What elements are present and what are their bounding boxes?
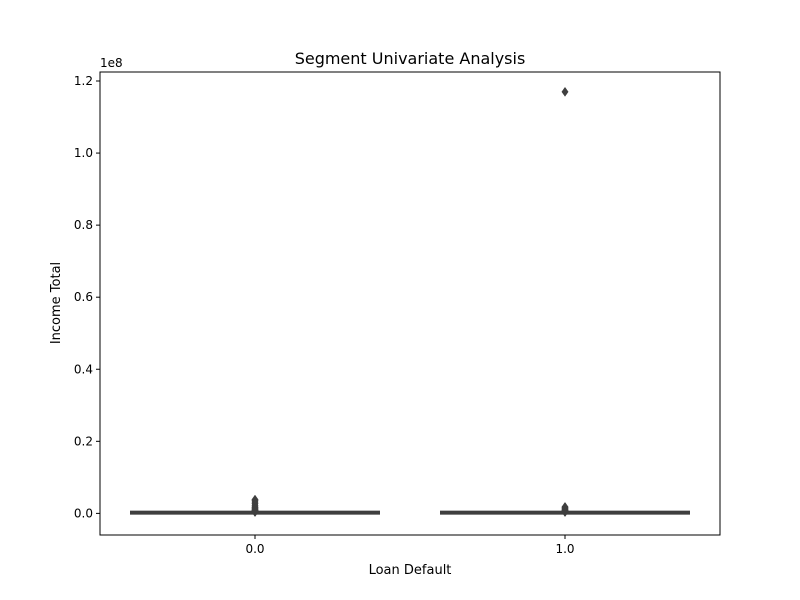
marks — [130, 86, 690, 518]
outlier-point — [251, 494, 259, 505]
y-offset-label: 1e8 — [100, 56, 123, 70]
y-tick-label: 0.4 — [74, 362, 93, 376]
y-tick-label: 1.2 — [74, 74, 93, 88]
x-tick-label: 1.0 — [555, 542, 574, 556]
y-tick-label: 0.6 — [74, 290, 93, 304]
box-group — [440, 86, 690, 518]
x-ticks: 0.0 1.0 — [245, 535, 575, 556]
y-tick-label: 1.0 — [74, 146, 93, 160]
y-tick-label: 0.8 — [74, 218, 93, 232]
chart-title: Segment Univariate Analysis — [295, 49, 526, 68]
x-axis-label: Loan Default — [369, 563, 452, 578]
y-tick-label: 0.2 — [74, 434, 93, 448]
axes-frame — [99, 71, 721, 536]
y-tick-label: 0.0 — [74, 506, 93, 520]
y-axis-label: Income Total — [49, 262, 64, 344]
y-ticks: 0.0 0.2 0.4 0.6 0.8 1.0 1.2 — [74, 74, 100, 520]
outlier-point — [561, 501, 569, 512]
box-group — [130, 494, 380, 518]
x-tick-label: 0.0 — [245, 542, 264, 556]
outlier-point — [561, 86, 569, 97]
